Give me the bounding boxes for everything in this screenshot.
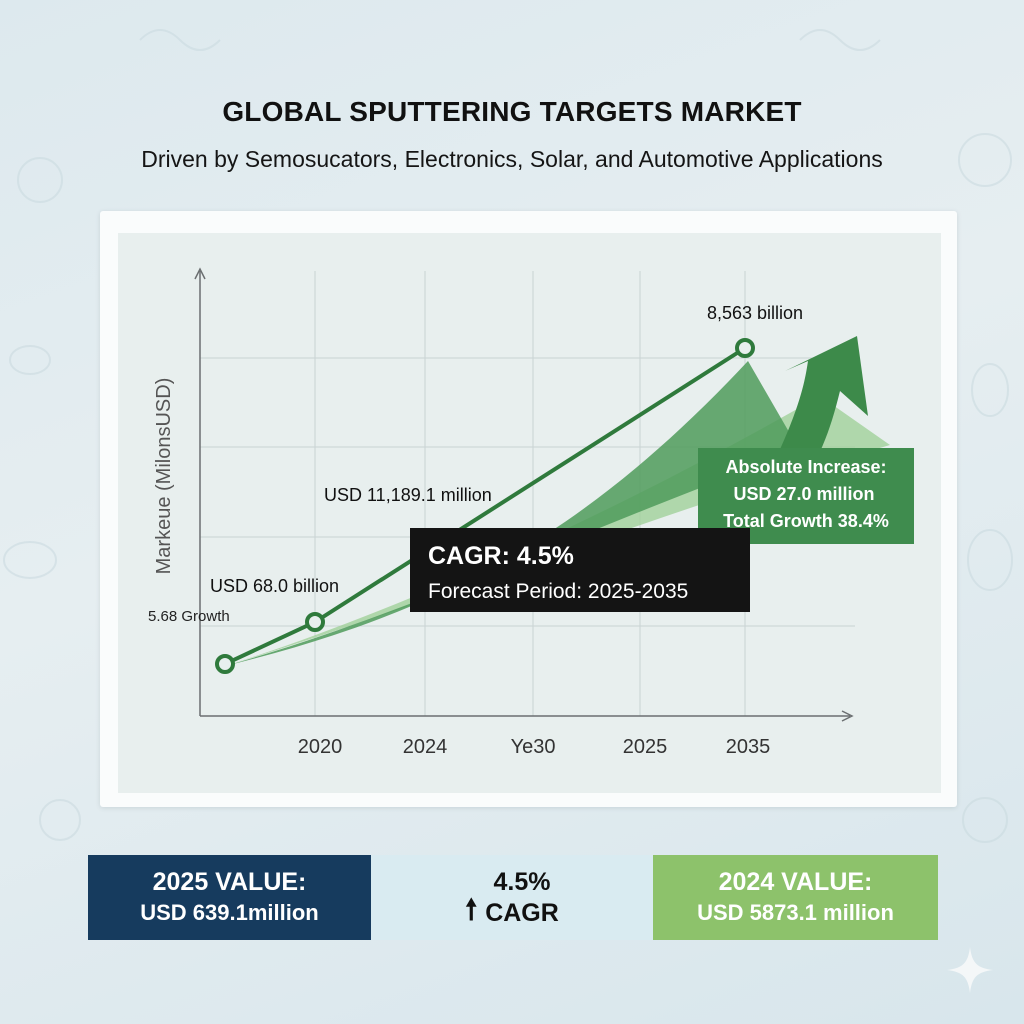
y-axis-label: Markeue (MilonsUSD) [153,378,175,575]
data-point-2020 [305,612,325,632]
stat-2024-value: 2024 VALUE: USD 5873.1 million [653,855,938,940]
growth-band-dark [225,361,800,666]
annotation-peak: 8,563 billion [707,303,803,323]
stat-2025-value: 2025 VALUE: USD 639.1million [88,855,371,940]
x-tick-2025: 2025 [623,736,668,758]
x-tick-2024: 2024 [403,736,448,758]
sparkle-icon [947,947,993,993]
line-chart: Markeue (MilonsUSD) 2020 2024 Ye30 2025 … [118,233,941,793]
x-axis-arrow [841,710,854,722]
callout-cagr: CAGR: 4.5% [428,542,574,570]
stat-2025-label: 2025 VALUE: [152,868,307,896]
annotation-early: USD 68.0 billion [210,576,339,596]
stat-2025-amount: USD 639.1million [140,900,319,925]
y-axis-arrow [194,267,206,280]
annotation-growth: 5.68 Growth [148,608,230,625]
up-arrow-icon: 🠕 [465,893,478,925]
callout-total-growth: Total Growth 38.4% [723,511,889,531]
chart-card: Markeue (MilonsUSD) 2020 2024 Ye30 2025 … [100,211,957,807]
x-tick-ye30: Ye30 [511,736,556,758]
stat-2024-label: 2024 VALUE: [718,868,873,896]
stat-cagr: 🠕 4.5% CAGR [371,855,653,940]
stat-2024-amount: USD 5873.1 million [697,900,894,925]
stat-cagr-value: 4.5% [493,867,551,896]
stat-cagr-label: CAGR [485,898,559,927]
cagr-callout [410,528,750,612]
data-point-start [215,654,235,674]
callout-forecast: Forecast Period: 2025-2035 [428,580,688,603]
annotation-mid: USD 11,189.1 million [324,485,492,505]
callout-absolute-value: USD 27.0 million [733,484,874,504]
page-subtitle: Driven by Semosucators, Electronics, Sol… [141,146,883,172]
x-tick-2020: 2020 [298,736,343,758]
page-title: GLOBAL SPUTTERING TARGETS MARKET [222,96,802,127]
x-tick-labels: 2020 2024 Ye30 2025 2035 [298,736,771,758]
x-tick-2035: 2035 [726,736,771,758]
data-point-2035 [735,338,755,358]
stat-cagr-content: 🠕 4.5% CAGR [465,867,559,929]
callout-absolute-label: Absolute Increase: [725,457,886,477]
stat-cagr-text: 4.5% CAGR [485,867,559,929]
